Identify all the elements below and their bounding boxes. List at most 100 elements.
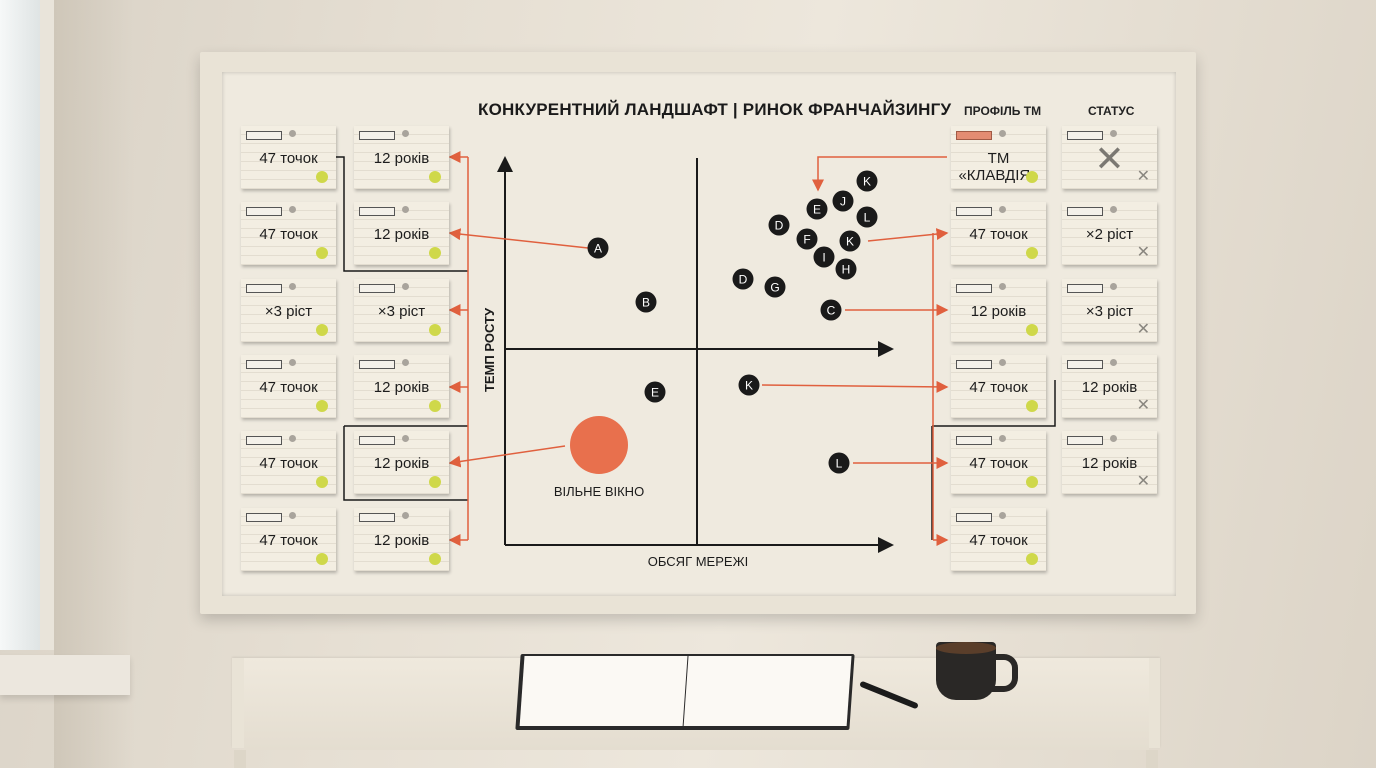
status-dot-icon [1026,553,1038,565]
pin-icon [289,512,296,519]
competitor-marker-L: L [828,452,850,474]
marker-label: A [594,242,602,256]
status-dot-icon [1026,476,1038,488]
cup-handle [990,654,1018,692]
large-cross-icon: ✕ [1094,138,1125,179]
marker-label: H [842,263,851,277]
status-dot-icon [429,476,441,488]
status-dot-icon [429,553,441,565]
status-column-header: СТАТУС [1088,104,1135,118]
card-tab [359,513,395,522]
status-dot-icon [316,171,328,183]
competitor-marker-F: F [796,228,818,250]
pin-icon [402,435,409,442]
status-dot-icon [429,247,441,259]
competitor-marker-B: B [635,291,657,313]
pin-icon [289,283,296,290]
desk-leg [1146,750,1158,768]
competitor-marker-H: H [835,258,857,280]
card-text: 12 років [1081,379,1138,396]
marker-label: F [803,233,810,247]
coffee [936,642,996,654]
marker-label: L [836,457,843,471]
pin-icon [402,512,409,519]
card-tab [1067,131,1103,140]
card-tab [246,513,282,522]
status-dot-icon [429,324,441,336]
note-card: 12 років [354,202,449,265]
status-dot-icon [1026,324,1038,336]
competitor-marker-K: K [738,374,760,396]
card-text: ×3 ріст [377,303,426,320]
card-text: 12 років [373,226,430,243]
competitor-marker-E: E [806,198,828,220]
note-card: 12 років [951,279,1046,342]
card-text: 47 точок [259,532,318,549]
notebook [515,654,855,730]
card-text: 47 точок [969,532,1028,549]
competitor-marker-D: D [732,268,754,290]
pin-icon [289,206,296,213]
status-dot-icon [316,400,328,412]
card-tab [359,131,395,140]
status-dot-icon [316,553,328,565]
pin-icon [1110,130,1117,137]
pin-icon [999,130,1006,137]
pin-icon [999,359,1006,366]
status-dot-icon [1026,171,1038,183]
card-text: ×3 ріст [264,303,313,320]
pin-icon [999,512,1006,519]
desk-leg [234,750,246,768]
marker-label: K [846,235,854,249]
marker-label: L [864,211,871,225]
x-axis-label: ОБСЯГ МЕРЕЖІ [648,554,748,569]
pin-icon [1110,435,1117,442]
card-tab [956,131,992,140]
card-text: 12 років [373,455,430,472]
cross-icon: ✕ [1136,244,1150,261]
card-text: 12 років [970,303,1027,320]
status-dot-icon [1026,400,1038,412]
card-tab [246,436,282,445]
marker-label: J [840,195,846,209]
cross-icon: ✕ [1136,168,1150,185]
note-card: 12 років [354,508,449,571]
marker-label: D [775,219,784,233]
card-tab [956,360,992,369]
card-text: 47 точок [259,455,318,472]
note-card: 47 точок [241,355,336,418]
right-group-bracket [931,380,1056,540]
competitor-marker-D: D [768,214,790,236]
card-text: ТМ «КЛАВДІЯ» [958,150,1039,184]
pin-icon [1110,283,1117,290]
note-card: 47 точок [951,508,1046,571]
card-text: 47 точок [259,150,318,167]
pin-icon [402,130,409,137]
note-card: 47 точок [951,431,1046,494]
pin-icon [999,283,1006,290]
card-text: 47 точок [969,226,1028,243]
pin-icon [402,359,409,366]
note-card: ×3 ріст [241,279,336,342]
pin-icon [1110,206,1117,213]
card-text: 47 точок [969,455,1028,472]
competitor-marker-K: K [856,170,878,192]
card-text: 12 років [373,150,430,167]
competitor-marker-K: K [839,230,861,252]
marker-label: K [863,175,871,189]
status-dot-icon [316,476,328,488]
card-tab [1067,360,1103,369]
card-text: 12 років [373,532,430,549]
y-axis-label: ТЕМП РОСТУ [482,307,497,392]
cross-icon: ✕ [1136,397,1150,414]
note-card: 12 років [354,126,449,189]
status-dot-icon [1026,247,1038,259]
status-dot-icon [316,247,328,259]
card-tab [246,207,282,216]
left-group-bracket [336,156,468,501]
pin-icon [289,435,296,442]
competitor-marker-A: A [587,237,609,259]
note-card: 12 років ✕ [1062,355,1157,418]
pin-icon [999,206,1006,213]
